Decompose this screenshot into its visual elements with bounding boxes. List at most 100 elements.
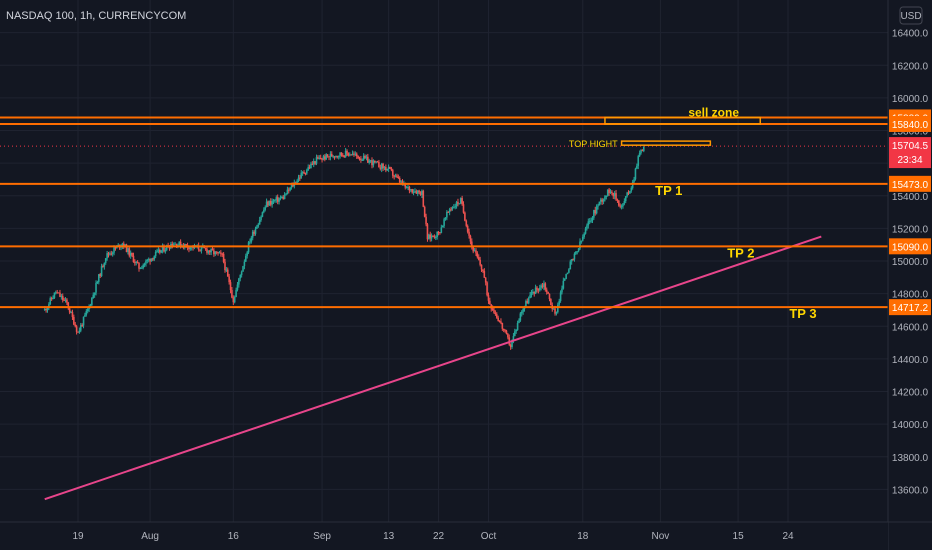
level-badge-label: 14717.2 [892,303,929,314]
candle-up [634,168,637,180]
candle-down [276,197,279,202]
candle-up [368,160,371,163]
candle-up [98,274,100,282]
y-tick-label: 14800.0 [892,290,929,301]
candle-up [629,190,631,194]
candle-down [498,321,501,323]
candle-up [329,153,332,158]
candle-up [312,161,315,165]
candle-down [303,172,305,174]
candle-up [244,255,247,262]
candle-up [91,297,93,306]
y-tick-label: 14000.0 [892,420,929,431]
candle-up [289,187,291,191]
candle-down [483,271,486,278]
y-tick-label: 16200.0 [892,61,929,72]
candle-down [504,330,506,332]
candle-up [92,294,95,298]
candle-down [269,201,272,205]
candle-up [106,253,108,259]
level-badge-label: 15473.0 [892,180,929,191]
candle-down [128,248,131,256]
candle-down [482,269,484,272]
candle-down [484,277,487,283]
candle-up [599,199,602,202]
candle-up [164,249,167,252]
candle-up [440,227,443,233]
candle-up [238,278,240,285]
candle-up [573,253,576,260]
candle-down [432,235,434,237]
candle-down [321,159,323,161]
candle-up [597,205,599,207]
candle-up [570,259,573,262]
candle-down [393,175,395,177]
x-tick-label: 24 [782,531,794,542]
candle-up [581,236,584,241]
candle-down [228,276,230,283]
candle-down [419,191,422,195]
candle-down [215,251,218,253]
candle-up [516,323,519,330]
candle-down [81,325,83,327]
candle-up [434,236,437,238]
candle-up [436,231,438,237]
candle-down [612,192,615,197]
zone-rect[interactable] [620,140,712,146]
candle-down [57,292,60,294]
candle-down [479,259,481,265]
x-tick-label: 22 [433,531,445,542]
candle-down [501,322,504,329]
zone-rect[interactable] [604,116,762,125]
candle-up [150,258,153,262]
candle-up [100,266,103,276]
candle-up [563,278,566,281]
symbol-title[interactable]: NASDAQ 100, 1h, CURRENCYCOM [6,10,186,22]
candle-up [48,304,50,308]
candle-up [583,233,585,237]
candle-up [84,314,86,317]
candle-up [104,258,107,263]
candle-down [206,248,208,253]
candle-up [306,170,308,174]
candle-up [606,189,609,196]
price-axis-bg [888,0,932,550]
candle-down [389,166,391,169]
candle-up [297,177,300,181]
candle-up [207,250,210,253]
candle-down [615,193,617,200]
candle-up [275,197,278,201]
x-tick-label: Aug [141,531,159,542]
candle-up [247,242,250,253]
candle-up [624,196,627,202]
candle-down [505,330,508,334]
level-badge-label: 15840.0 [892,120,929,131]
y-tick-label: 15800.0 [892,127,929,138]
top-high-label: TOP HIGHT [569,139,618,149]
candle-up [240,271,243,275]
candle-up [103,262,106,267]
candle-up [448,209,451,213]
candle-down [66,299,68,303]
candle-up [515,329,518,332]
candle-up [636,165,638,169]
y-tick-label: 14200.0 [892,388,929,399]
y-tick-label: 14600.0 [892,322,929,333]
candle-up [254,228,257,234]
candle-up [156,250,158,253]
x-tick-label: 15 [733,531,745,542]
candle-down [213,250,215,255]
candle-down [382,163,384,169]
candle-down [376,161,379,163]
x-tick-label: Sep [313,531,331,542]
candle-down [526,301,529,304]
currency-button[interactable]: USD [899,6,923,25]
candle-up [172,244,175,246]
sell-zone-label: sell zone [688,105,739,119]
candle-down [217,251,219,254]
y-tick-label: 15000.0 [892,257,929,268]
candle-up [405,187,408,189]
candle-down [319,157,322,160]
candle-up [46,307,49,311]
